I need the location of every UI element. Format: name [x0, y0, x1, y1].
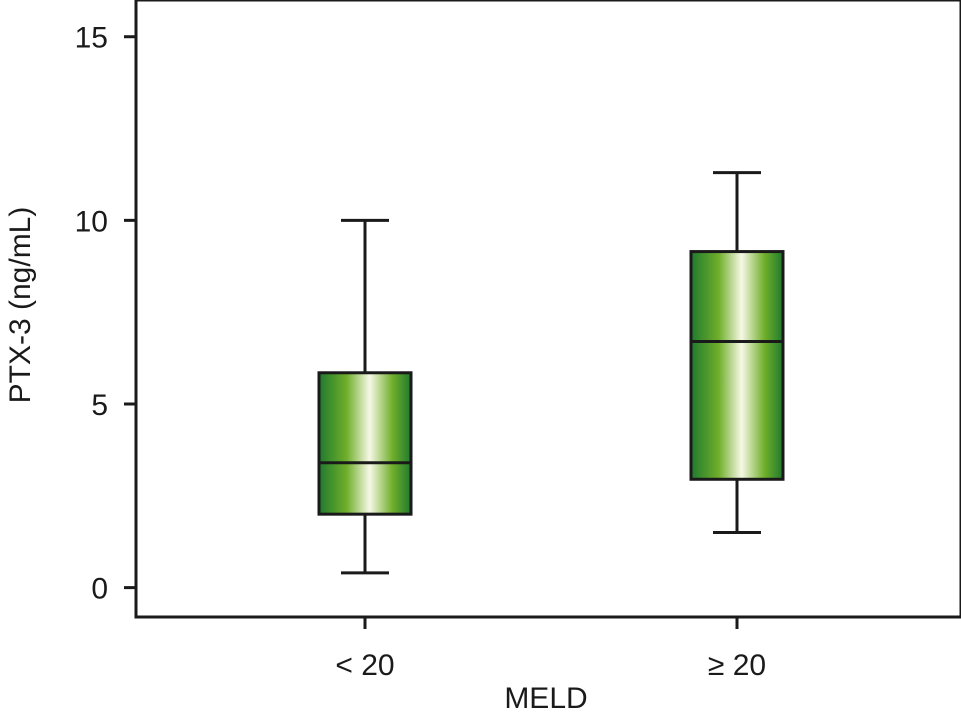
iqr-box: [689, 250, 785, 481]
y-tick-label: 10: [75, 205, 108, 238]
y-axis: 0 5 10 15: [75, 22, 136, 606]
box-group: [317, 218, 413, 575]
x-axis: < 20 ≥ 20: [335, 617, 766, 682]
x-tick-label: ≥ 20: [708, 649, 766, 682]
plot-frame: [134, 0, 961, 619]
x-tick-label: < 20: [335, 649, 394, 682]
box-group: [689, 171, 785, 535]
iqr-box: [317, 371, 413, 516]
y-tick-label: 5: [91, 389, 108, 422]
y-tick-label: 15: [75, 22, 108, 55]
x-axis-title: MELD: [504, 682, 587, 713]
box-series: [317, 171, 785, 575]
y-tick-label: 0: [91, 573, 108, 606]
y-axis-title: PTX-3 (ng/mL): [4, 207, 37, 404]
